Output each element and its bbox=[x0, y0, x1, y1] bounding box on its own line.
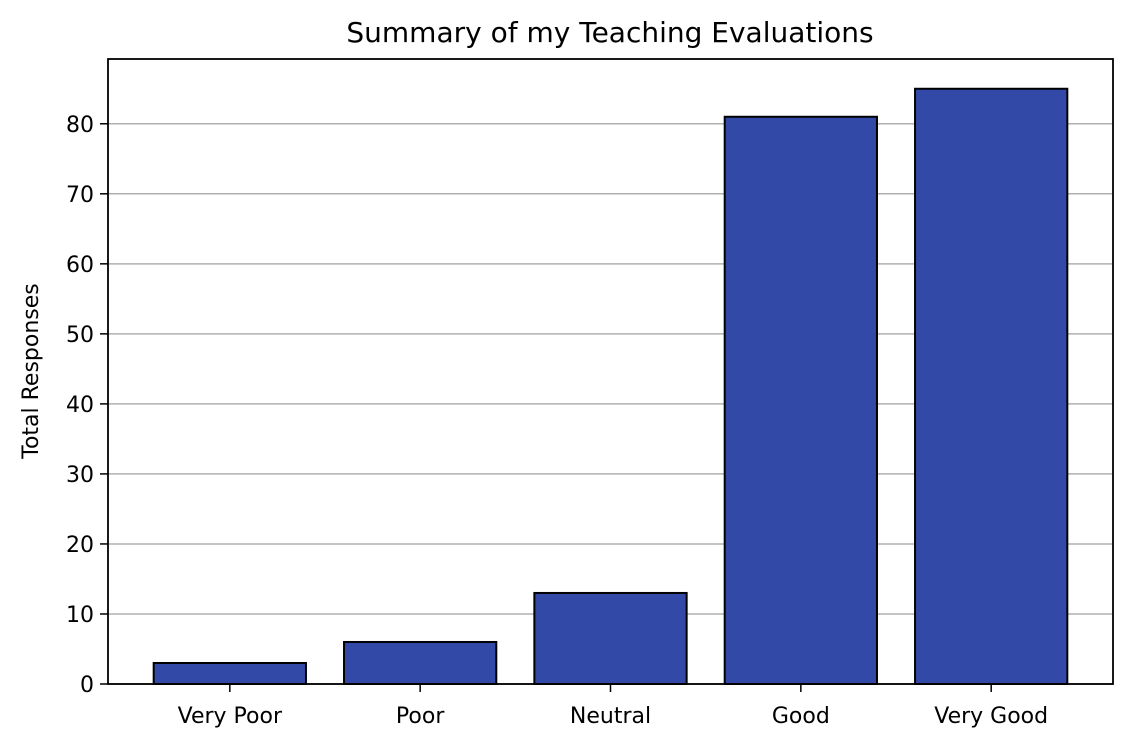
y-tick-label: 40 bbox=[66, 393, 94, 418]
plot-frame bbox=[107, 58, 1114, 685]
y-axis-label: Total Responses bbox=[19, 283, 44, 460]
y-tick-label: 50 bbox=[66, 323, 94, 348]
x-tick-label: Very Poor bbox=[178, 704, 283, 729]
x-tick-label: Good bbox=[772, 704, 830, 729]
y-tick-label: 20 bbox=[66, 533, 94, 558]
y-tick-label: 70 bbox=[66, 183, 94, 208]
y-tick-label: 60 bbox=[66, 253, 94, 278]
x-tick-label: Very Good bbox=[934, 704, 1048, 729]
bars bbox=[152, 87, 1069, 686]
y-tick-label: 30 bbox=[66, 463, 94, 488]
bar bbox=[914, 87, 1069, 685]
y-tick-label: 0 bbox=[80, 673, 94, 698]
y-tick-label: 80 bbox=[66, 113, 94, 138]
y-tick-label: 10 bbox=[66, 603, 94, 628]
bar bbox=[343, 640, 498, 686]
bar bbox=[152, 661, 307, 685]
bar bbox=[533, 591, 688, 685]
axis-ticks: 0 10 20 30 40 50 60 70 80 Very Poor Poor Neutral Goo… bbox=[66, 113, 1048, 729]
gridlines bbox=[108, 123, 1113, 685]
x-tick-label: Neutral bbox=[570, 704, 651, 729]
chart-title: Summary of my Teaching Evaluations bbox=[346, 16, 873, 49]
x-tick-label: Poor bbox=[396, 704, 445, 729]
bar bbox=[723, 115, 878, 685]
